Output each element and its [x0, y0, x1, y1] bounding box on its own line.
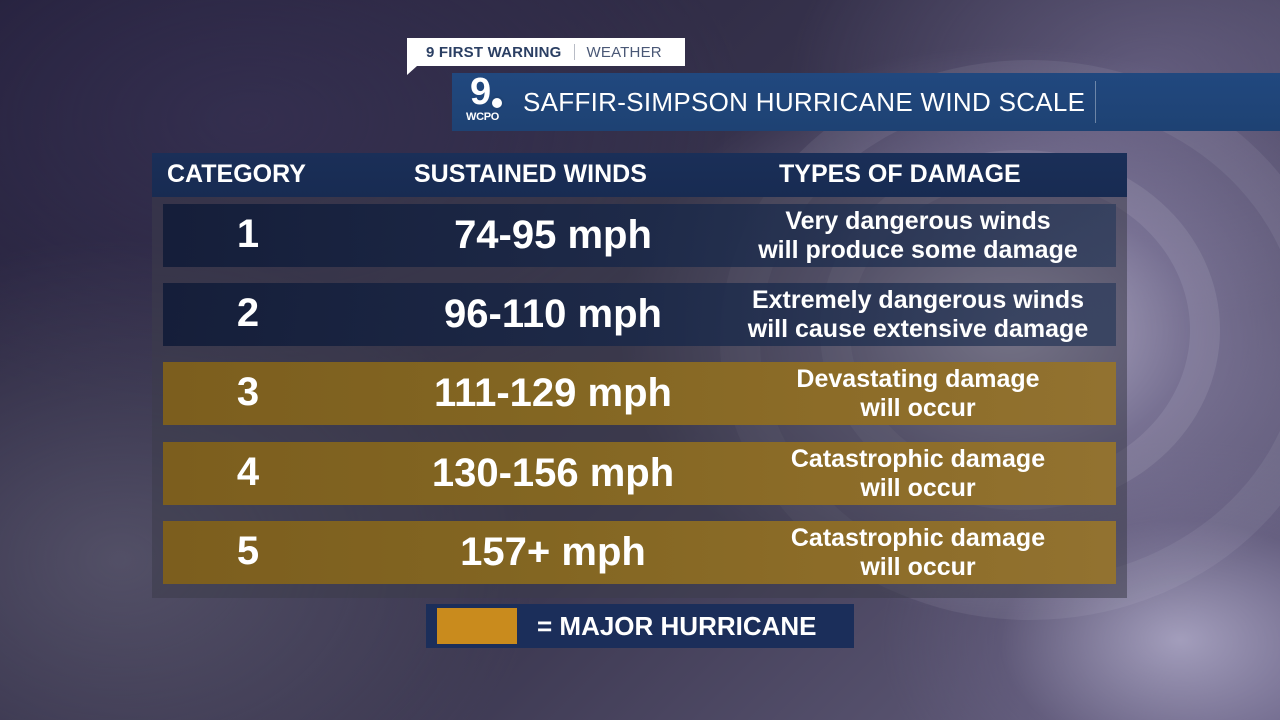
tag-divider: [573, 44, 575, 60]
header-types-of-damage: TYPES OF DAMAGE: [779, 160, 1021, 188]
hurricane-scale-table: CATEGORY SUSTAINED WINDS TYPES OF DAMAGE…: [152, 153, 1127, 598]
page-title: SAFFIR-SIMPSON HURRICANE WIND SCALE: [523, 86, 1086, 117]
damage-line-1: Extremely dangerous winds: [751, 286, 1085, 314]
title-divider: [1095, 81, 1097, 123]
header-sustained-winds: SUSTAINED WINDS: [414, 160, 647, 188]
table-row-category-3: 3 111-129 mph Devastating damage will oc…: [163, 362, 1116, 425]
table-header: CATEGORY SUSTAINED WINDS TYPES OF DAMAGE: [152, 153, 1127, 197]
table-row-category-1: 1 74-95 mph Very dangerous winds will pr…: [163, 204, 1116, 267]
legend-label: = MAJOR HURRICANE: [537, 610, 817, 641]
tag-pointer: [407, 66, 417, 75]
damage-description: Catastrophic damage will occur: [719, 524, 1117, 582]
wcpo-logo-icon: 9 WCPO: [465, 73, 517, 127]
damage-line-1: Catastrophic damage: [790, 524, 1046, 552]
abc-network-icon: [490, 96, 504, 110]
wind-speed: 74-95 mph: [454, 213, 652, 257]
damage-description: Catastrophic damage will occur: [719, 445, 1117, 503]
wind-speed: 157+ mph: [460, 530, 646, 574]
logo-station: WCPO: [466, 111, 500, 123]
major-hurricane-swatch: [437, 608, 517, 644]
category-value: 1: [236, 212, 260, 256]
table-row-category-4: 4 130-156 mph Catastrophic damage will o…: [163, 442, 1116, 505]
damage-description: Very dangerous winds will produce some d…: [719, 207, 1117, 265]
damage-description: Devastating damage will occur: [719, 365, 1117, 423]
category-value: 3: [236, 370, 260, 414]
table-row-category-2: 2 96-110 mph Extremely dangerous winds w…: [163, 283, 1116, 346]
tag-section: WEATHER: [586, 43, 662, 61]
damage-description: Extremely dangerous winds will cause ext…: [719, 286, 1117, 344]
damage-line-2: will occur: [860, 394, 976, 422]
tag-brand: 9 FIRST WARNING: [426, 43, 562, 61]
header-category: CATEGORY: [167, 160, 306, 188]
title-bar: 9 WCPO SAFFIR-SIMPSON HURRICANE WIND SCA…: [452, 73, 1280, 131]
category-value: 2: [236, 291, 260, 335]
wind-speed: 130-156 mph: [431, 451, 675, 495]
station-tag: 9 FIRST WARNING WEATHER: [407, 38, 685, 75]
damage-line-1: Devastating damage: [796, 365, 1040, 393]
logo-number: 9: [470, 71, 491, 113]
table-row-category-5: 5 157+ mph Catastrophic damage will occu…: [163, 521, 1116, 584]
damage-line-2: will occur: [860, 474, 976, 502]
damage-line-1: Very dangerous winds: [785, 207, 1051, 235]
legend: = MAJOR HURRICANE: [426, 604, 854, 648]
category-value: 5: [236, 529, 260, 573]
damage-line-2: will produce some damage: [758, 236, 1078, 264]
damage-line-1: Catastrophic damage: [790, 445, 1046, 473]
wind-speed: 111-129 mph: [434, 371, 672, 415]
damage-line-2: will cause extensive damage: [747, 315, 1089, 343]
damage-line-2: will occur: [860, 553, 976, 581]
category-value: 4: [236, 450, 260, 494]
wind-speed: 96-110 mph: [444, 292, 662, 336]
